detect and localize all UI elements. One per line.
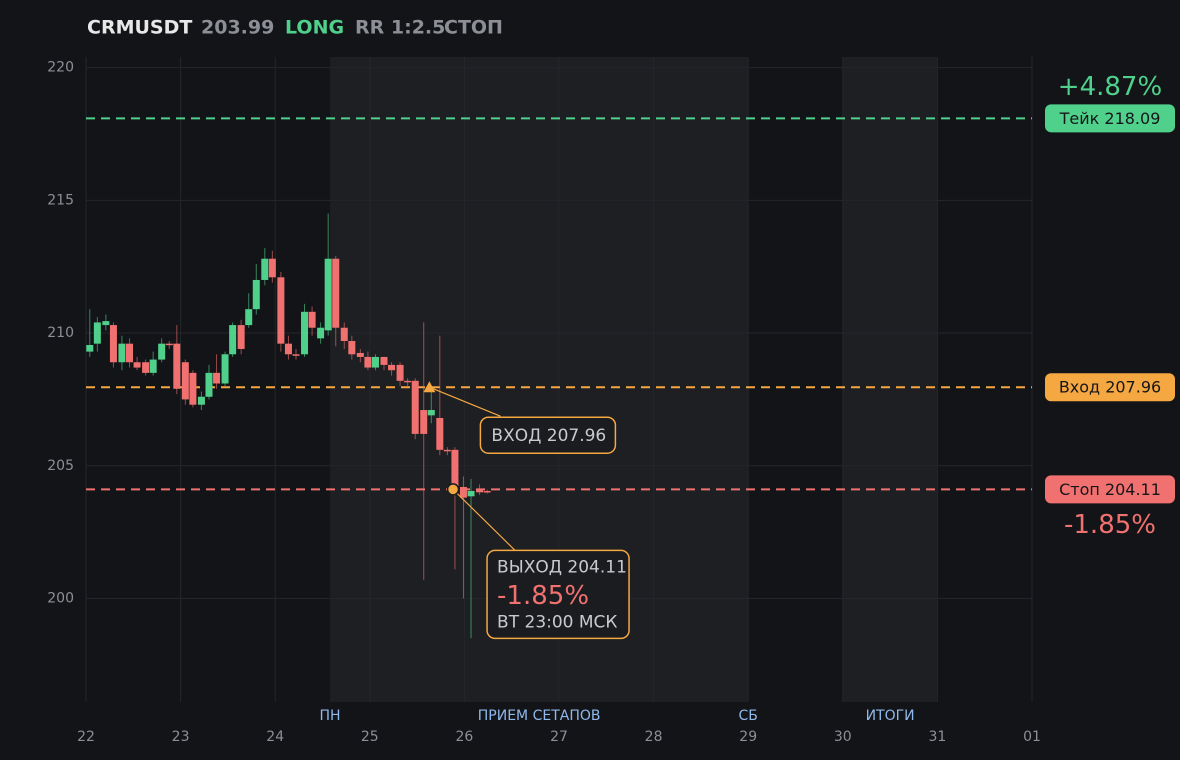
entry-title: ВХОД 207.96 bbox=[491, 426, 606, 446]
y-tick-label: 210 bbox=[47, 325, 74, 341]
candle-body bbox=[221, 354, 229, 384]
region-label: ПРИЕМ СЕТАПОВ bbox=[478, 708, 601, 724]
candle-body bbox=[284, 343, 292, 355]
x-tick-label: 27 bbox=[550, 729, 568, 745]
price: 203.99 bbox=[201, 17, 274, 39]
candle-body bbox=[237, 325, 245, 349]
candle-body bbox=[181, 362, 189, 400]
candle-body bbox=[277, 277, 285, 344]
candle-body bbox=[467, 490, 475, 497]
candle-body bbox=[301, 311, 309, 355]
entry-marker bbox=[423, 381, 436, 393]
candle-body bbox=[86, 344, 94, 352]
candle-body bbox=[197, 396, 205, 405]
exit-pct: -1.85% bbox=[497, 581, 589, 611]
x-tick-label: 24 bbox=[266, 729, 284, 745]
candle-body bbox=[109, 325, 117, 363]
symbol: CRMUSDT bbox=[87, 17, 192, 39]
candle-body bbox=[189, 372, 197, 405]
candle-body bbox=[229, 325, 237, 355]
candle-body bbox=[404, 380, 412, 383]
y-tick-label: 200 bbox=[47, 590, 74, 606]
x-tick-label: 29 bbox=[739, 729, 757, 745]
candle-body bbox=[340, 327, 348, 342]
plot: ПРИЕМ СЕТАПОВ ИТОГИ ПН СБ 200 205 210 215 220 22 2… bbox=[47, 57, 1175, 745]
region-label: ИТОГИ bbox=[866, 708, 915, 724]
exit-connector bbox=[452, 488, 516, 551]
y-tick-label: 215 bbox=[47, 192, 74, 208]
x-tick-label: 22 bbox=[77, 729, 95, 745]
candle-body bbox=[476, 489, 484, 493]
candle-body bbox=[356, 352, 364, 357]
candle-body bbox=[371, 356, 379, 368]
level-pct: +4.87% bbox=[1058, 72, 1162, 102]
candle-body bbox=[483, 490, 491, 493]
candle-body bbox=[332, 258, 340, 328]
entry-connector bbox=[429, 386, 501, 417]
exit-title: ВЫХОД 204.11 bbox=[497, 557, 627, 577]
candle-body bbox=[149, 359, 157, 373]
candle-body bbox=[213, 372, 221, 384]
level-pct: -1.85% bbox=[1064, 510, 1156, 540]
status: СТОП bbox=[444, 17, 503, 39]
exit-box bbox=[486, 549, 630, 640]
header: CRMUSDT 203.99 LONG RR 1:2.5 СТОП bbox=[87, 17, 503, 39]
candle-body bbox=[118, 343, 126, 363]
x-tick-label: 25 bbox=[361, 729, 379, 745]
candle-body bbox=[126, 343, 134, 363]
level-label: Тейк 218.09 bbox=[1059, 109, 1161, 128]
day-marker: СБ bbox=[739, 708, 758, 724]
x-tick-label: 28 bbox=[645, 729, 663, 745]
side: LONG bbox=[285, 17, 344, 39]
candle-body bbox=[348, 341, 356, 355]
candle-body bbox=[268, 258, 276, 278]
y-tick-label: 205 bbox=[47, 458, 74, 474]
exit-time: ВТ 23:00 МСК bbox=[497, 612, 617, 632]
candle-body bbox=[252, 279, 260, 310]
candle-body bbox=[396, 364, 404, 381]
candle-body bbox=[93, 322, 101, 344]
level-label: Вход 207.96 bbox=[1059, 378, 1161, 397]
level-badge bbox=[1045, 373, 1175, 402]
x-tick-label: 31 bbox=[928, 729, 946, 745]
x-tick-label: 01 bbox=[1023, 729, 1041, 745]
exit-marker bbox=[446, 483, 460, 496]
x-tick-label: 30 bbox=[834, 729, 852, 745]
candle-body bbox=[451, 449, 459, 490]
candle-body bbox=[420, 410, 428, 434]
candle-body bbox=[411, 380, 419, 434]
rr: RR 1:2.5 bbox=[355, 17, 445, 39]
candle-body bbox=[133, 362, 141, 368]
candle-body bbox=[158, 343, 166, 360]
level-label: Стоп 204.11 bbox=[1059, 480, 1161, 499]
candle-body bbox=[205, 372, 213, 397]
candle-body bbox=[317, 327, 325, 339]
candle-body bbox=[102, 321, 110, 326]
candle-body bbox=[142, 362, 150, 373]
candle-body bbox=[324, 258, 332, 331]
entry-box bbox=[479, 416, 617, 454]
candle-body bbox=[245, 309, 253, 326]
y-tick-label: 220 bbox=[47, 60, 74, 76]
candle-body bbox=[308, 311, 316, 328]
candle-body bbox=[443, 449, 451, 452]
candle-body bbox=[165, 343, 173, 346]
candle-body bbox=[459, 487, 467, 498]
candle-body bbox=[292, 354, 300, 356]
candle-body bbox=[427, 410, 435, 416]
level-badge bbox=[1045, 104, 1175, 133]
level-badge bbox=[1045, 475, 1175, 504]
day-marker: ПН bbox=[320, 708, 341, 724]
candle-body bbox=[261, 258, 269, 280]
candle-body bbox=[436, 417, 444, 450]
candle-body bbox=[388, 364, 396, 371]
session-region bbox=[842, 57, 938, 702]
candle-body bbox=[173, 343, 181, 389]
x-tick-label: 23 bbox=[172, 729, 190, 745]
x-tick-label: 26 bbox=[455, 729, 473, 745]
candle-body bbox=[364, 356, 372, 368]
candle-body bbox=[380, 356, 388, 365]
